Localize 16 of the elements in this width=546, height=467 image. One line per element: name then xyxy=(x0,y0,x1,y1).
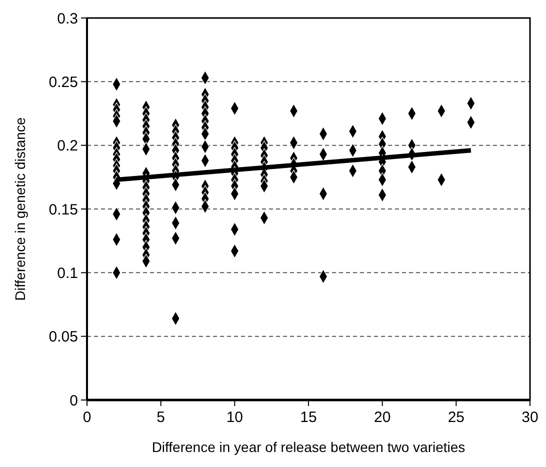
y-tick-label: 0.25 xyxy=(48,74,78,91)
y-axis-title: Difference in genetic distance xyxy=(12,117,28,301)
x-axis-title: Difference in year of release between two varieties xyxy=(152,439,466,455)
y-tick-label: 0.2 xyxy=(57,138,78,155)
x-tick-label: 25 xyxy=(448,409,465,426)
x-tick-label: 15 xyxy=(300,409,317,426)
y-tick-label: 0.1 xyxy=(57,264,78,282)
x-tick-label: 0 xyxy=(82,409,92,426)
y-tick-label: 0 xyxy=(70,392,78,410)
x-tick-label: 5 xyxy=(156,409,166,426)
x-tick-label: 20 xyxy=(374,409,391,426)
y-tick-label: 0.15 xyxy=(48,201,78,218)
x-tick-label: 30 xyxy=(522,409,538,426)
x-tick-label: 10 xyxy=(226,409,244,426)
y-tick-label: 0.3 xyxy=(57,10,78,28)
y-tick-label: 0.05 xyxy=(48,328,78,346)
